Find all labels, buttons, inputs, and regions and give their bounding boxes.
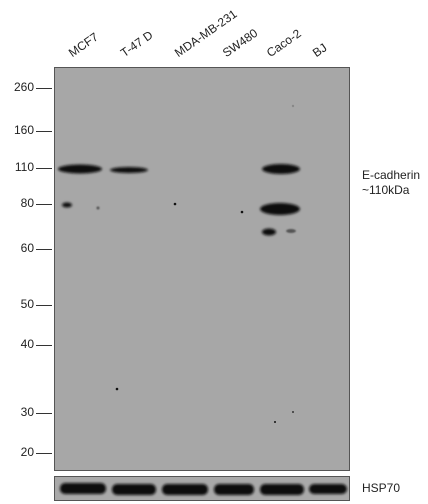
band-mcf7-80	[62, 202, 72, 208]
marker-label-40: 40	[20, 337, 34, 351]
hsp70-band-t47d	[112, 484, 156, 495]
band-caco2-68	[262, 228, 276, 236]
hsp70-band-mcf7	[60, 483, 106, 494]
marker-label-20: 20	[20, 445, 34, 459]
marker-label-60: 60	[20, 241, 34, 255]
marker-label-110: 110	[14, 160, 34, 174]
band-caco2-80	[260, 203, 300, 215]
hsp70-band-sw480	[214, 484, 254, 495]
marker-tick-20	[36, 453, 52, 454]
marker-tick-40	[36, 345, 52, 346]
speck-5	[274, 421, 276, 423]
hsp70-band-mda	[162, 484, 208, 495]
marker-tick-30	[36, 413, 52, 414]
speck-3	[240, 210, 244, 214]
marker-tick-160	[36, 131, 52, 132]
marker-tick-80	[36, 204, 52, 205]
marker-tick-60	[36, 249, 52, 250]
marker-label-50: 50	[20, 297, 34, 311]
western-blot-panel	[54, 67, 350, 471]
speck-4	[115, 387, 119, 391]
marker-tick-50	[36, 305, 52, 306]
band-mcf7-110	[58, 164, 102, 174]
marker-label-30: 30	[20, 405, 34, 419]
hsp70-band-caco2	[260, 484, 304, 495]
speck-2	[173, 202, 177, 206]
target-label: E-cadherin ~110kDa	[362, 168, 420, 198]
marker-label-160: 160	[13, 123, 34, 137]
band-t47d-110	[110, 167, 148, 173]
speck-7	[291, 104, 295, 108]
marker-tick-110	[36, 168, 52, 169]
control-label: HSP70	[362, 481, 401, 495]
speck-6	[292, 411, 294, 413]
hsp70-band-bj	[309, 484, 347, 494]
marker-label-80: 80	[20, 196, 34, 210]
band-caco2-68-faint	[286, 229, 296, 233]
marker-label-260: 260	[13, 80, 34, 94]
speck-1	[96, 206, 100, 210]
target-size: ~110kDa	[362, 183, 410, 197]
target-name: E-cadherin	[362, 168, 421, 182]
band-caco2-110	[262, 164, 300, 174]
marker-tick-260	[36, 88, 52, 89]
